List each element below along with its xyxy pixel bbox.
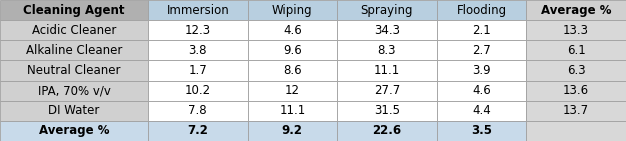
Text: Acidic Cleaner: Acidic Cleaner	[32, 24, 116, 37]
Bar	[337, 20, 437, 40]
Bar	[437, 60, 526, 81]
Bar	[148, 60, 248, 81]
Bar	[526, 81, 626, 101]
Bar	[337, 60, 437, 81]
Bar	[148, 81, 248, 101]
Bar	[0, 81, 148, 101]
Text: 13.6: 13.6	[563, 84, 589, 97]
Text: Neutral Cleaner: Neutral Cleaner	[27, 64, 121, 77]
Text: Flooding: Flooding	[456, 4, 506, 17]
Text: 27.7: 27.7	[374, 84, 400, 97]
Text: 11.1: 11.1	[374, 64, 400, 77]
Bar	[0, 101, 148, 121]
Text: 2.7: 2.7	[472, 44, 491, 57]
Text: 4.4: 4.4	[472, 104, 491, 117]
Text: 3.9: 3.9	[472, 64, 491, 77]
Bar	[0, 60, 148, 81]
Text: Immersion: Immersion	[167, 4, 229, 17]
Bar	[437, 20, 526, 40]
Bar	[148, 101, 248, 121]
Text: Average %: Average %	[541, 4, 612, 17]
Text: 22.6: 22.6	[372, 124, 401, 137]
Text: 4.6: 4.6	[472, 84, 491, 97]
Bar	[248, 60, 337, 81]
Text: 6.3: 6.3	[567, 64, 585, 77]
Bar	[337, 101, 437, 121]
Bar	[248, 20, 337, 40]
Text: Wiping: Wiping	[272, 4, 312, 17]
Bar	[248, 121, 337, 141]
Bar	[0, 20, 148, 40]
Text: 13.7: 13.7	[563, 104, 589, 117]
Text: 11.1: 11.1	[279, 104, 305, 117]
Bar	[248, 40, 337, 60]
Bar	[437, 40, 526, 60]
Text: 8.6: 8.6	[283, 64, 302, 77]
Text: 3.8: 3.8	[188, 44, 207, 57]
Text: 6.1: 6.1	[567, 44, 585, 57]
Text: 9.6: 9.6	[283, 44, 302, 57]
Text: 4.6: 4.6	[283, 24, 302, 37]
Bar	[526, 60, 626, 81]
Text: 12.3: 12.3	[185, 24, 211, 37]
Text: 31.5: 31.5	[374, 104, 400, 117]
Bar	[337, 0, 437, 20]
Text: DI Water: DI Water	[48, 104, 100, 117]
Bar	[526, 40, 626, 60]
Text: 34.3: 34.3	[374, 24, 400, 37]
Bar	[337, 121, 437, 141]
Text: 1.7: 1.7	[188, 64, 207, 77]
Text: Alkaline Cleaner: Alkaline Cleaner	[26, 44, 122, 57]
Bar	[526, 0, 626, 20]
Bar	[337, 81, 437, 101]
Text: Average %: Average %	[39, 124, 109, 137]
Bar	[437, 0, 526, 20]
Bar	[248, 101, 337, 121]
Bar	[148, 0, 248, 20]
Text: 10.2: 10.2	[185, 84, 211, 97]
Text: 8.3: 8.3	[377, 44, 396, 57]
Bar	[526, 101, 626, 121]
Bar	[148, 20, 248, 40]
Bar	[526, 20, 626, 40]
Text: 12: 12	[285, 84, 300, 97]
Bar	[437, 121, 526, 141]
Text: 13.3: 13.3	[563, 24, 589, 37]
Text: 7.2: 7.2	[187, 124, 208, 137]
Text: Spraying: Spraying	[361, 4, 413, 17]
Bar	[248, 81, 337, 101]
Bar	[0, 40, 148, 60]
Text: 9.2: 9.2	[282, 124, 303, 137]
Text: 7.8: 7.8	[188, 104, 207, 117]
Bar	[148, 40, 248, 60]
Text: IPA, 70% v/v: IPA, 70% v/v	[38, 84, 110, 97]
Text: Cleaning Agent: Cleaning Agent	[23, 4, 125, 17]
Text: 3.5: 3.5	[471, 124, 492, 137]
Bar	[437, 101, 526, 121]
Bar	[337, 40, 437, 60]
Bar	[0, 121, 148, 141]
Text: 2.1: 2.1	[472, 24, 491, 37]
Bar	[148, 121, 248, 141]
Bar	[248, 0, 337, 20]
Bar	[437, 81, 526, 101]
Bar	[0, 0, 148, 20]
Bar	[526, 121, 626, 141]
